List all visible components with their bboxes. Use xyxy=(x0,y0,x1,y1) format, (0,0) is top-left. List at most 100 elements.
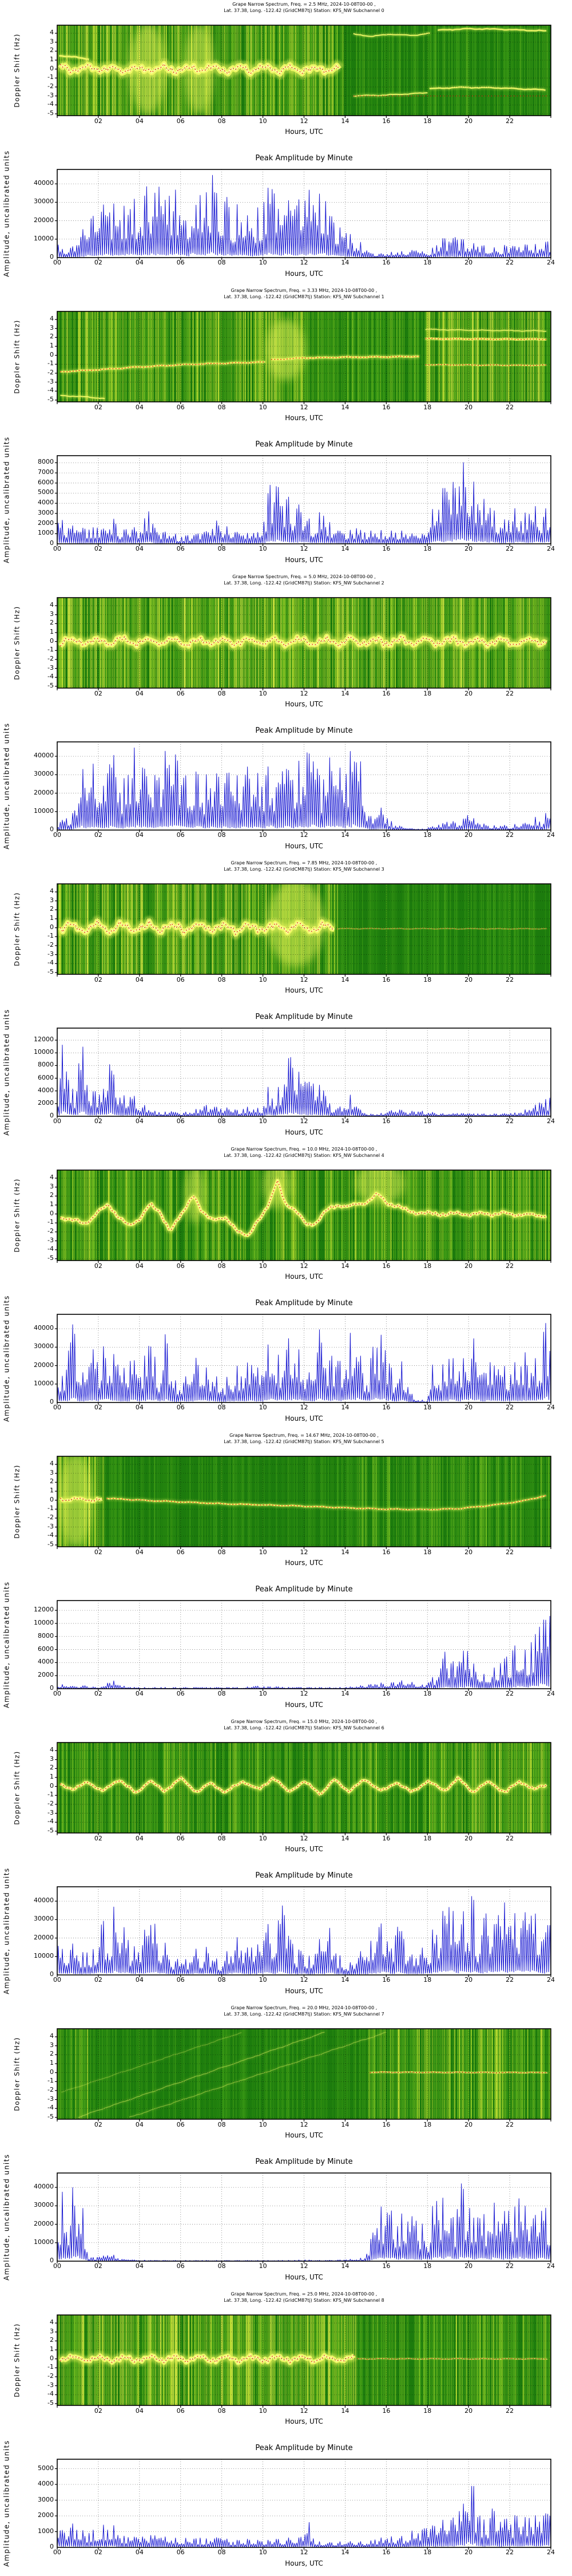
amplitude-tick-label: 4000 xyxy=(38,2480,54,2487)
doppler-tick-label: -2 xyxy=(47,1799,54,1807)
spectrogram-figure-subchannel-6: Grape Narrow Spectrum, Freq. = 15.0 MHz,… xyxy=(0,1717,572,1860)
doppler-axis-label: Doppler Shift (Hz) xyxy=(13,606,21,680)
amplitude-tick-label: 2000 xyxy=(38,519,54,527)
doppler-tick-label: -5 xyxy=(47,967,54,975)
amplitude-tick-label: 1000 xyxy=(38,529,54,537)
doppler-tick-label: 0 xyxy=(50,350,54,358)
doppler-tick-label: -3 xyxy=(47,1522,54,1530)
hours-axis-label: Hours, UTC xyxy=(285,2131,323,2139)
hour-tick-label: 22 xyxy=(506,259,514,266)
spectrogram-figure-subchannel-3: Grape Narrow Spectrum, Freq. = 7.85 MHz,… xyxy=(0,859,572,1002)
amplitude-canvas xyxy=(55,1886,551,1977)
amplitude-figure-subchannel-1: Peak Amplitude by Minute Amplitude, uncal… xyxy=(0,429,572,572)
hour-tick-label: 04 xyxy=(135,545,144,552)
spectrogram-title-line1: Grape Narrow Spectrum, Freq. = 14.67 MHz… xyxy=(229,1433,379,1438)
doppler-tick-label: -3 xyxy=(47,2381,54,2389)
amplitude-tick-label: 3000 xyxy=(38,508,54,516)
doppler-tick-label: 0 xyxy=(50,923,54,931)
hour-tick-label: 24 xyxy=(547,2262,555,2270)
amplitude-tick-label: 10000 xyxy=(34,2238,54,2246)
hour-tick-label: 14 xyxy=(341,690,349,697)
hour-tick-label: 18 xyxy=(423,1404,432,1411)
doppler-tick-label: -5 xyxy=(47,109,54,117)
hour-tick-label: 18 xyxy=(423,1690,432,1697)
doppler-tick-label: 1 xyxy=(50,628,54,635)
doppler-tick-label: 4 xyxy=(50,2032,54,2040)
hour-tick-label: 06 xyxy=(176,1262,185,1270)
amplitude-title: Peak Amplitude by Minute xyxy=(255,1585,353,1594)
doppler-tick-label: -4 xyxy=(47,1245,54,1253)
amplitude-tick-label: 30000 xyxy=(34,2201,54,2209)
hour-tick-label: 14 xyxy=(341,2121,349,2128)
hour-tick-label: 06 xyxy=(176,2121,185,2128)
hour-tick-label: 20 xyxy=(464,2549,473,2556)
spectrogram-title-line2: Lat. 37.38, Long. -122.42 (GridCM87tj) S… xyxy=(224,1725,384,1730)
hour-tick-label: 20 xyxy=(464,1690,473,1697)
amplitude-title: Peak Amplitude by Minute xyxy=(255,1299,353,1307)
hours-axis-label: Hours, UTC xyxy=(285,1845,323,1853)
spectrogram-title-line1: Grape Narrow Spectrum, Freq. = 5.0 MHz, … xyxy=(232,574,376,579)
hour-tick-label: 18 xyxy=(423,2262,432,2270)
hour-tick-label: 06 xyxy=(176,1404,185,1411)
doppler-tick-label: -4 xyxy=(47,2390,54,2398)
doppler-tick-label: -1 xyxy=(47,1218,54,1226)
hour-tick-label: 10 xyxy=(259,1976,267,1984)
hour-tick-label: 16 xyxy=(382,1690,391,1697)
hours-axis-label: Hours, UTC xyxy=(285,270,323,278)
hour-tick-label: 10 xyxy=(259,2262,267,2270)
doppler-tick-label: -1 xyxy=(47,359,54,368)
doppler-axis-label: Doppler Shift (Hz) xyxy=(13,892,21,966)
amplitude-axis-label: Amplitude, uncalibrated units xyxy=(2,1867,11,1994)
doppler-tick-label: -4 xyxy=(47,1818,54,1826)
doppler-axis-label: Doppler Shift (Hz) xyxy=(13,319,21,394)
doppler-tick-label: -1 xyxy=(47,2077,54,2085)
hour-tick-label: 06 xyxy=(176,1548,185,1556)
amplitude-tick-label: 10000 xyxy=(34,1618,54,1626)
doppler-tick-label: -4 xyxy=(47,100,54,108)
doppler-tick-label: 0 xyxy=(50,1209,54,1217)
amplitude-title: Peak Amplitude by Minute xyxy=(255,2158,353,2166)
spectrogram-figure-subchannel-2: Grape Narrow Spectrum, Freq. = 5.0 MHz, … xyxy=(0,572,572,716)
spectrogram-figure-subchannel-0: Grape Narrow Spectrum, Freq. = 2.5 MHz, … xyxy=(0,0,572,143)
doppler-tick-label: -5 xyxy=(47,1826,54,1834)
hour-tick-label: 06 xyxy=(176,117,185,125)
hour-tick-label: 16 xyxy=(382,2262,391,2270)
hour-tick-label: 16 xyxy=(382,1835,391,1842)
hour-tick-label: 04 xyxy=(135,259,144,266)
hour-tick-label: 14 xyxy=(341,1690,349,1697)
hour-tick-label: 04 xyxy=(135,1117,144,1125)
hours-axis-label: Hours, UTC xyxy=(285,556,323,564)
amplitude-tick-label: 7000 xyxy=(38,468,54,476)
amplitude-axis-label: Amplitude, uncalibrated units xyxy=(2,150,11,277)
hour-tick-label: 18 xyxy=(423,1262,432,1270)
doppler-tick-label: 0 xyxy=(50,2068,54,2076)
hour-tick-label: 08 xyxy=(217,976,226,983)
hour-tick-label: 00 xyxy=(53,545,61,552)
hour-tick-label: 12 xyxy=(300,1690,308,1697)
hour-tick-label: 16 xyxy=(382,1548,391,1556)
doppler-tick-label: 3 xyxy=(50,1182,54,1190)
doppler-tick-label: 1 xyxy=(50,1487,54,1494)
hours-axis-label: Hours, UTC xyxy=(285,414,323,422)
amplitude-canvas xyxy=(55,1314,551,1405)
amplitude-tick-label: 8000 xyxy=(38,458,54,466)
hour-tick-label: 08 xyxy=(217,1548,226,1556)
spectrogram-title-line1: Grape Narrow Spectrum, Freq. = 10.0 MHz,… xyxy=(231,1147,378,1152)
hour-tick-label: 16 xyxy=(382,2549,391,2556)
amplitude-tick-label: 20000 xyxy=(34,1933,54,1941)
hour-tick-label: 02 xyxy=(94,1548,102,1556)
hour-tick-label: 06 xyxy=(176,976,185,983)
hour-tick-label: 00 xyxy=(53,1117,61,1125)
spectrogram-title-line1: Grape Narrow Spectrum, Freq. = 15.0 MHz,… xyxy=(231,1719,378,1724)
doppler-tick-label: -3 xyxy=(47,377,54,385)
hour-tick-label: 18 xyxy=(423,831,432,839)
hour-tick-label: 16 xyxy=(382,1404,391,1411)
spectrogram-title-line2: Lat. 37.38, Long. -122.42 (GridCM87tj) S… xyxy=(224,294,384,299)
hour-tick-label: 02 xyxy=(94,259,102,266)
amplitude-canvas xyxy=(55,2172,551,2263)
doppler-tick-label: 2 xyxy=(50,2050,54,2058)
doppler-tick-label: 2 xyxy=(50,2336,54,2344)
amplitude-axis-label: Amplitude, uncalibrated units xyxy=(2,1295,11,1422)
hour-tick-label: 10 xyxy=(259,976,267,983)
doppler-tick-label: -3 xyxy=(47,91,54,99)
